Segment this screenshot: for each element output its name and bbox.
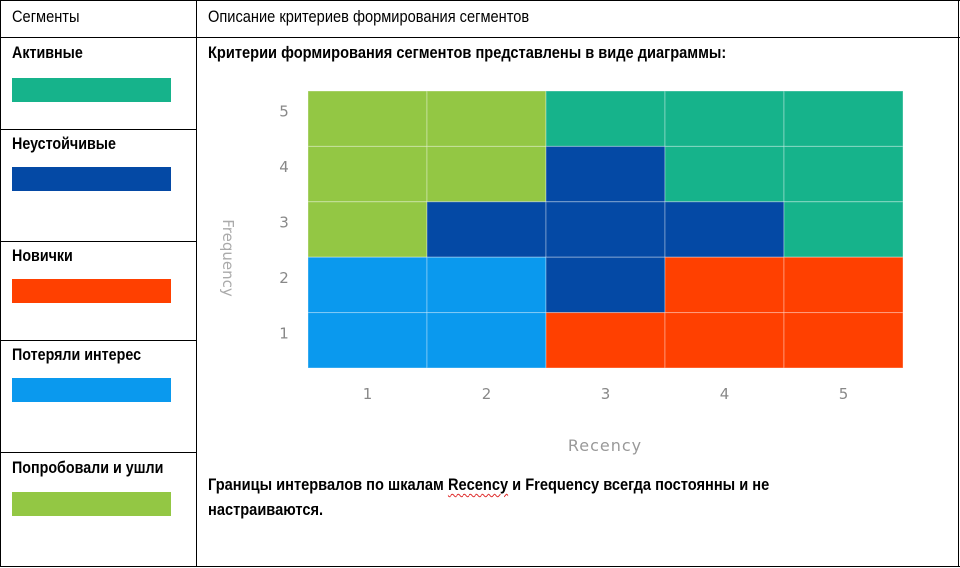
segment-swatch-active (12, 78, 171, 102)
heatmap-cell-r1-f4 (307, 145, 428, 203)
heatmap-cell-r3-f5 (545, 90, 666, 147)
table-border-bottom (0, 566, 960, 567)
heatmap-cell-r1-f2 (307, 256, 428, 314)
y-axis-label: Frequency (219, 219, 237, 297)
heatmap-cell-r5-f2 (783, 256, 904, 314)
note-text-after: и Frequency всегда постоянны и не настра… (208, 475, 770, 519)
segment-label-newcomers: Новички (12, 246, 73, 265)
heatmap-cell-r4-f5 (664, 90, 785, 147)
segment-swatch-lost-interest (12, 378, 171, 402)
segment-swatch-unstable (12, 167, 171, 191)
x-tick-label: 2 (482, 385, 492, 403)
heatmap-cell-r5-f4 (783, 145, 904, 203)
heatmap-cell-r3-f3 (545, 201, 666, 258)
heatmap-cell-r2-f3 (426, 201, 547, 258)
note-text-recency: Recency (447, 475, 509, 494)
description-intro: Критерии формирования сегментов представ… (208, 43, 727, 62)
heatmap-cell-r2-f1 (426, 312, 547, 369)
heatmap-cell-r2-f2 (426, 256, 547, 314)
table-border-left (0, 0, 1, 567)
heatmap-cell-r5-f3 (783, 201, 904, 258)
heatmap-cell-r1-f5 (307, 90, 428, 147)
x-tick-label: 4 (720, 385, 730, 403)
heatmap-cell-r4-f1 (664, 312, 785, 369)
segment-label-active: Активные (12, 43, 83, 62)
table-border-right (958, 0, 959, 567)
header-segments: Сегменты (12, 7, 80, 26)
heatmap-cell-r5-f5 (783, 90, 904, 147)
table-column-divider (196, 0, 197, 567)
segment-divider-2 (0, 241, 197, 242)
heatmap-cell-r4-f2 (664, 256, 785, 314)
heatmap-cell-r2-f5 (426, 90, 547, 147)
segment-divider-3 (0, 340, 197, 341)
note-text-before: Границы интервалов по шкалам (208, 475, 448, 494)
y-tick-label: 1 (279, 324, 289, 342)
segment-swatch-tried-and-left (12, 492, 171, 516)
heatmap-cell-r4-f3 (664, 201, 785, 258)
y-tick-label: 3 (279, 214, 289, 232)
header-description: Описание критериев формирования сегменто… (208, 7, 530, 26)
segment-label-tried-and-left: Попробовали и ушли (12, 458, 164, 477)
x-tick-label: 3 (601, 385, 611, 403)
segment-label-unstable: Неустойчивые (12, 134, 116, 153)
x-tick-label: 1 (363, 385, 373, 403)
x-axis-label: Recency (568, 436, 642, 455)
segment-label-lost-interest: Потеряли интерес (12, 345, 142, 364)
y-tick-label: 5 (279, 103, 289, 121)
segment-divider-1 (0, 129, 197, 130)
heatmap-cell-r3-f4 (545, 145, 666, 203)
heatmap-cell-r1-f3 (307, 201, 428, 258)
y-tick-label: 4 (279, 158, 289, 176)
heatmap-cell-r1-f1 (307, 312, 428, 369)
x-tick-label: 5 (839, 385, 849, 403)
table-header-divider (0, 37, 960, 38)
y-tick-label: 2 (279, 269, 289, 287)
segment-divider-4 (0, 452, 197, 453)
heatmap-cell-r2-f4 (426, 145, 547, 203)
segment-swatch-newcomers (12, 279, 171, 303)
heatmap-cell-r3-f2 (545, 256, 666, 314)
heatmap-cell-r4-f4 (664, 145, 785, 203)
description-note: Границы интервалов по шкалам Recency и F… (208, 472, 879, 522)
table-border-top (0, 0, 960, 1)
heatmap-cell-r3-f1 (545, 312, 666, 369)
heatmap-cell-r5-f1 (783, 312, 904, 369)
